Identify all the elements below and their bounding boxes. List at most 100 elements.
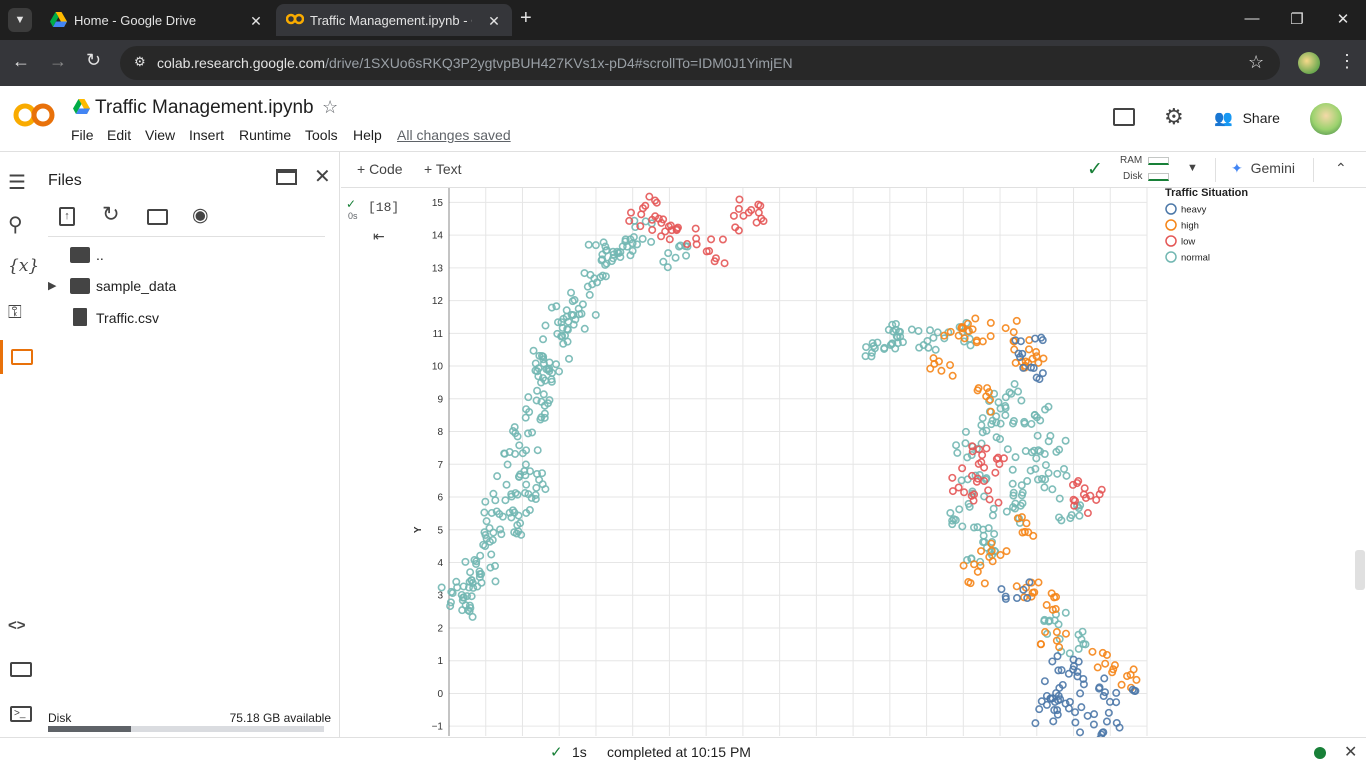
- data-point-normal: [535, 351, 544, 360]
- star-icon[interactable]: ☆: [322, 97, 339, 117]
- search-icon[interactable]: ⚲: [8, 214, 23, 236]
- collapse-toolbar-icon[interactable]: ⌃: [1335, 160, 1347, 176]
- data-point-normal: [979, 531, 988, 540]
- data-point-high: [968, 325, 977, 334]
- data-point-high: [1002, 547, 1011, 556]
- colab-logo[interactable]: [12, 100, 56, 130]
- add-code-button[interactable]: + Code: [357, 161, 403, 177]
- bookmark-star-icon[interactable]: ☆: [1248, 52, 1265, 72]
- tab-search-button[interactable]: ▼: [8, 8, 32, 32]
- site-info-icon[interactable]: ⚙: [134, 54, 146, 69]
- secrets-key-icon[interactable]: ⚿: [8, 302, 22, 322]
- close-panel-icon[interactable]: ✕: [314, 166, 331, 188]
- data-point-low: [691, 224, 700, 233]
- data-point-normal: [946, 508, 955, 517]
- terminal-icon[interactable]: >_: [10, 706, 32, 722]
- files-folder-icon[interactable]: [11, 349, 33, 365]
- browser-menu-icon[interactable]: ⋮: [1338, 51, 1356, 71]
- disk-usage-mini-bar: [1148, 173, 1169, 181]
- forward-icon[interactable]: →: [49, 51, 67, 71]
- notebook-title[interactable]: Traffic Management.ipynb: [95, 97, 314, 118]
- data-point-low: [735, 195, 744, 204]
- close-window-icon[interactable]: ✕: [1336, 11, 1350, 28]
- data-point-normal: [580, 324, 589, 333]
- expand-caret-icon[interactable]: ▶: [48, 280, 57, 292]
- account-avatar[interactable]: [1310, 103, 1342, 135]
- tab-google-drive[interactable]: Home - Google Drive ✕: [38, 4, 274, 36]
- gemini-button[interactable]: ✦ Gemini: [1231, 160, 1295, 177]
- open-in-tab-icon[interactable]: [276, 169, 297, 185]
- data-point-heavy: [1089, 720, 1098, 729]
- data-point-normal: [663, 263, 672, 272]
- hide-files-icon[interactable]: ◉: [192, 205, 209, 226]
- table-of-contents-icon[interactable]: ☰: [8, 172, 26, 194]
- menu-edit[interactable]: Edit: [107, 127, 132, 143]
- menu-tools[interactable]: Tools: [305, 127, 338, 143]
- restore-icon[interactable]: ❐: [1290, 11, 1304, 28]
- data-point-normal: [555, 367, 564, 376]
- connected-check-icon: ✓: [1087, 159, 1103, 180]
- data-point-normal: [500, 449, 509, 458]
- new-tab-button[interactable]: +: [520, 7, 532, 29]
- tab-colab-notebook[interactable]: Traffic Management.ipynb - Co ✕: [276, 4, 512, 36]
- data-point-low: [1069, 495, 1078, 504]
- tree-item-label: sample_data: [96, 278, 177, 294]
- mount-drive-icon[interactable]: [147, 209, 168, 225]
- data-point-normal: [887, 339, 896, 348]
- back-icon[interactable]: ←: [12, 51, 30, 71]
- share-button[interactable]: 👥 Share: [1214, 109, 1280, 127]
- menu-view[interactable]: View: [145, 127, 176, 143]
- variables-icon[interactable]: {x}: [8, 256, 40, 276]
- data-point-high: [1102, 650, 1111, 659]
- menu-insert[interactable]: Insert: [189, 127, 225, 143]
- close-tab-icon[interactable]: ✕: [250, 13, 262, 29]
- data-point-high: [957, 323, 966, 332]
- data-point-heavy: [1112, 718, 1121, 727]
- data-point-normal: [481, 497, 490, 506]
- reload-icon[interactable]: ↻: [86, 50, 102, 70]
- data-point-normal: [1001, 411, 1010, 420]
- data-point-high: [1088, 647, 1097, 656]
- menu-help[interactable]: Help: [353, 127, 382, 143]
- data-point-low: [648, 225, 657, 234]
- data-point-normal: [1053, 469, 1062, 478]
- resources-dropdown-icon[interactable]: ▼: [1187, 162, 1198, 174]
- code-snippets-icon[interactable]: <>: [8, 617, 26, 634]
- output-actions-icon[interactable]: ⇤: [373, 228, 385, 244]
- data-point-high: [1036, 640, 1045, 649]
- profile-avatar[interactable]: [1298, 52, 1320, 74]
- url-field[interactable]: ⚙ colab.research.google.com/drive/1SXUo6…: [120, 46, 1280, 80]
- menu-runtime[interactable]: Runtime: [239, 127, 292, 143]
- data-point-normal: [1055, 445, 1064, 454]
- data-point-high: [986, 407, 995, 416]
- command-palette-icon[interactable]: [10, 662, 32, 677]
- comment-icon[interactable]: [1113, 108, 1135, 126]
- page-scrollbar-thumb[interactable]: [1355, 550, 1365, 590]
- data-point-low: [1073, 479, 1082, 488]
- data-point-normal: [532, 483, 541, 492]
- data-point-low: [1097, 485, 1106, 494]
- google-drive-icon: [50, 12, 67, 27]
- menu-file[interactable]: File: [71, 127, 94, 143]
- data-point-heavy: [1079, 680, 1088, 689]
- refresh-icon[interactable]: ↻: [102, 203, 120, 226]
- data-point-normal: [641, 217, 650, 226]
- save-status[interactable]: All changes saved: [397, 127, 511, 143]
- settings-gear-icon[interactable]: ⚙: [1164, 104, 1184, 129]
- tree-item-parent[interactable]: ..: [70, 245, 320, 269]
- tree-item-traffic-csv[interactable]: Traffic.csv: [70, 308, 320, 332]
- upload-file-icon[interactable]: ↑: [59, 207, 75, 226]
- minimize-icon[interactable]: —: [1244, 10, 1260, 27]
- close-tab-icon[interactable]: ✕: [488, 13, 500, 29]
- data-point-normal: [485, 524, 494, 533]
- legend-label-low: low: [1181, 237, 1195, 248]
- data-point-normal: [477, 570, 486, 579]
- data-point-heavy: [1076, 728, 1085, 737]
- tree-item-sample-data[interactable]: ▶ sample_data: [46, 276, 320, 300]
- y-tick-label: 1: [437, 656, 443, 667]
- data-point-normal: [1003, 445, 1012, 454]
- close-status-icon[interactable]: ✕: [1344, 744, 1358, 761]
- data-point-normal: [526, 467, 535, 476]
- add-text-button[interactable]: + Text: [424, 161, 462, 177]
- data-point-high: [1012, 316, 1021, 325]
